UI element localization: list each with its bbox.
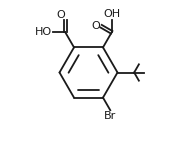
Text: Br: Br [104,111,116,121]
Text: HO: HO [35,27,52,37]
Text: O: O [56,10,65,20]
Text: O: O [91,21,100,31]
Text: OH: OH [103,9,120,19]
